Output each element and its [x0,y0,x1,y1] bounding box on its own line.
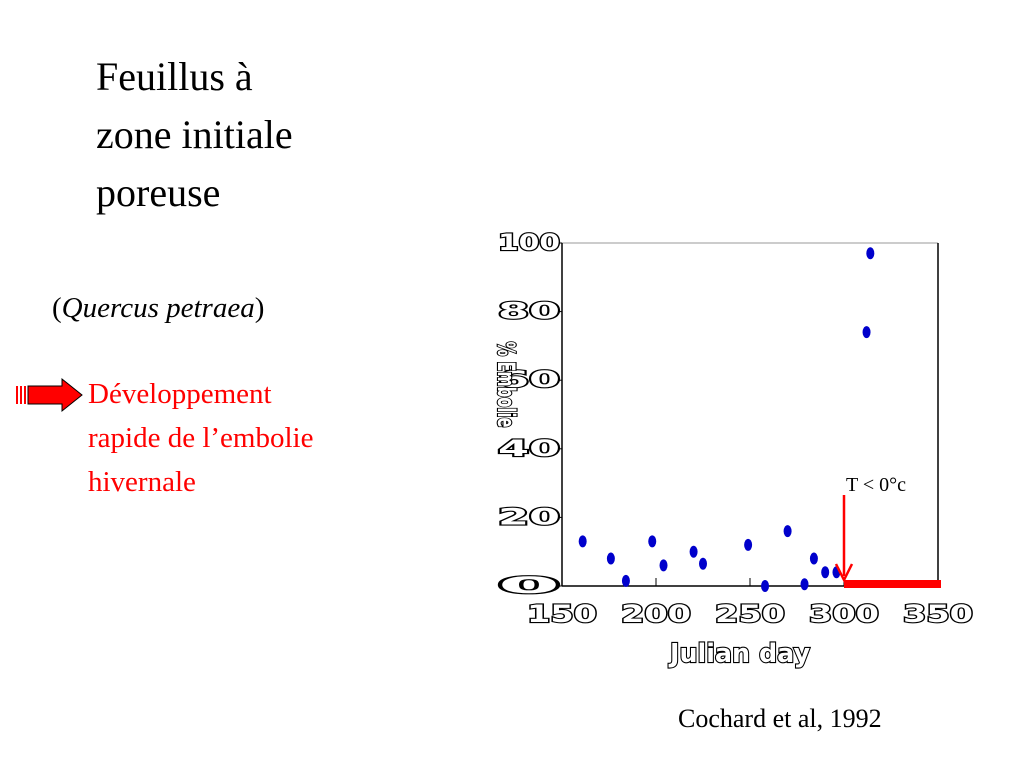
annotation-arrowhead [834,563,854,583]
citation: Cochard et al, 1992 [678,704,882,733]
data-point [689,545,698,558]
data-point [621,574,630,587]
y-tick-label: 100 [498,231,560,256]
x-tick-label: 200 [621,600,691,628]
x-axis-label: Julian day [668,639,810,669]
title-line-2: zone initiale [96,112,293,157]
species-open-paren: ( [52,292,62,324]
species-close-paren: ) [254,292,265,324]
data-point [699,557,707,570]
data-point [800,578,809,591]
y-axis-label: % Embolie [492,342,520,428]
species-name: Quercus petraea [61,292,255,324]
y-tick-label: 80 [498,300,560,325]
bullet-text: Développement rapide de l’embolie hivern… [88,372,313,504]
x-tick-label: 300 [809,600,879,628]
x-tick-label: 350 [903,600,973,628]
bullet-line-2: rapide de l’embolie [88,422,314,454]
title-line-3: poreuse [96,170,221,215]
data-point [821,566,830,579]
data-point [761,580,770,592]
data-point [862,326,871,339]
red-arrow-icon [16,377,83,413]
data-point [744,538,753,551]
data-point [606,552,615,565]
slide-title: Feuillus à zone initiale poreuse [96,48,293,222]
data-point [809,552,818,565]
y-tick-label: 0 [498,574,560,599]
annotation-label: T < 0°c [846,474,906,496]
data-point [578,535,587,548]
species-label: (Quercus petraea) [52,292,264,325]
freeze-period-bar [844,580,941,588]
bullet-line-1: Développement [88,378,272,410]
y-tick-label: 60 [498,368,560,393]
data-point [659,559,668,572]
data-point [783,525,792,538]
x-tick-label: 250 [715,600,785,628]
y-tick-label: 40 [498,437,560,462]
bullet-line-3: hivernale [88,466,196,498]
x-tick-label: 150 [527,600,597,628]
title-line-1: Feuillus à [96,54,253,99]
y-tick-label: 20 [498,505,560,530]
data-point [648,535,657,548]
data-point [866,247,875,260]
